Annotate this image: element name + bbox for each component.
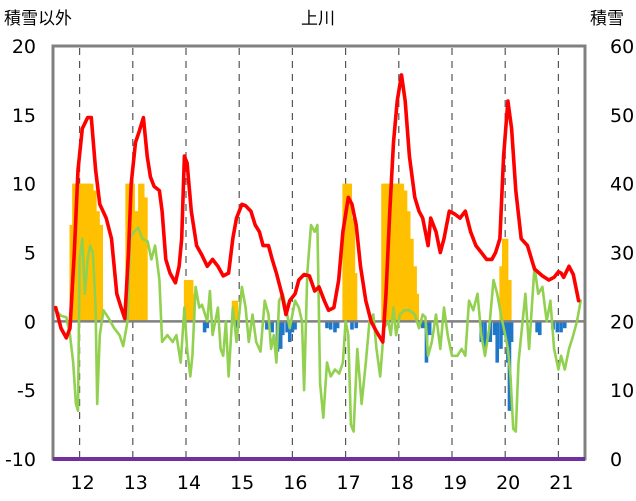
chart-title: 上川 — [301, 9, 335, 29]
negative-bar — [562, 321, 567, 329]
x-ticks: 12 13 14 15 16 17 18 19 20 21 — [71, 472, 574, 494]
negative-bar — [354, 321, 359, 329]
left-tick-label: 15 — [12, 105, 36, 127]
x-tick-label: 17 — [337, 472, 361, 494]
green-series-line — [54, 223, 582, 433]
negative-bar — [509, 321, 514, 342]
negative-bar — [492, 321, 497, 336]
x-tick-label: 12 — [71, 472, 95, 494]
negative-bar — [495, 321, 500, 363]
right-tick-label: 0 — [610, 449, 622, 471]
right-tick-label: 60 — [610, 36, 634, 58]
x-tick-label: 14 — [177, 472, 201, 494]
right-tick-label: 40 — [610, 174, 634, 196]
negative-bar — [285, 321, 289, 333]
right-tick-label: 20 — [610, 311, 634, 333]
left-tick-label: 0 — [24, 311, 36, 333]
negative-bar — [483, 321, 487, 349]
negative-bar — [535, 321, 539, 333]
left-axis-label: 積雪以外 — [4, 9, 72, 29]
snow-bar — [381, 183, 388, 322]
x-tick-label: 19 — [443, 472, 467, 494]
red-series-group — [53, 73, 581, 344]
right-ticks: 0 10 20 30 40 50 60 — [610, 36, 634, 471]
x-tick-label: 21 — [549, 472, 573, 494]
negative-bar — [265, 321, 269, 330]
negative-bar — [427, 321, 432, 336]
negative-bar — [281, 321, 285, 336]
negative-bar — [333, 321, 337, 333]
negative-bar — [270, 321, 274, 333]
right-axis-label: 積雪 — [590, 9, 624, 29]
negative-bar — [335, 321, 340, 329]
snow-bar — [141, 197, 148, 322]
left-tick-label: -5 — [17, 380, 36, 402]
negative-bar — [205, 321, 210, 329]
negative-bar — [499, 321, 503, 349]
negative-bar — [325, 321, 329, 329]
right-tick-label: 50 — [610, 105, 634, 127]
x-tick-label: 13 — [124, 472, 148, 494]
negative-bar — [350, 321, 354, 330]
right-tick-label: 30 — [610, 243, 634, 265]
negative-bar — [293, 321, 297, 330]
snow-bar — [348, 218, 356, 322]
x-tick-label: 20 — [496, 472, 520, 494]
x-tick-label: 16 — [283, 472, 307, 494]
negative-bar — [328, 321, 333, 330]
green-series-group — [54, 223, 582, 433]
snow-bar — [96, 224, 104, 322]
negative-bar — [559, 321, 563, 333]
snow-bar — [189, 293, 196, 322]
negative-bar — [278, 321, 283, 349]
negative-bar — [537, 321, 542, 336]
negative-bar — [202, 321, 207, 333]
negative-bar — [420, 321, 425, 329]
right-tick-label: 10 — [610, 380, 634, 402]
red-series-line — [53, 73, 581, 344]
negative-bar — [555, 321, 560, 333]
snow-bar — [231, 300, 239, 322]
left-tick-label: 20 — [12, 36, 36, 58]
left-tick-label: 10 — [12, 174, 36, 196]
left-tick-label: -10 — [5, 449, 36, 471]
snow-bar — [505, 280, 512, 322]
left-tick-label: 5 — [24, 243, 36, 265]
snow-bar — [350, 273, 358, 322]
negative-bar — [488, 321, 493, 342]
x-tick-label: 15 — [230, 472, 254, 494]
left-ticks: -10 -5 0 5 10 15 20 — [5, 36, 36, 471]
x-tick-label: 18 — [390, 472, 414, 494]
negative-bar — [290, 321, 295, 333]
snow-bar — [412, 293, 420, 322]
negative-bar — [287, 321, 292, 342]
